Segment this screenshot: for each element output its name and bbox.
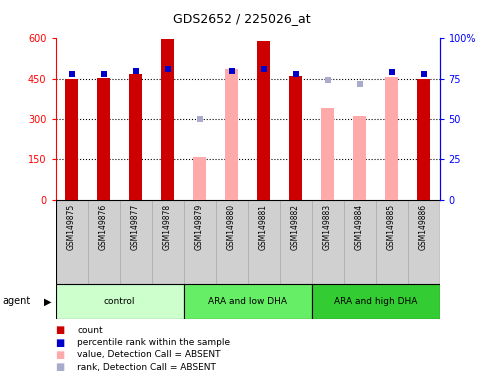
- FancyBboxPatch shape: [152, 200, 184, 284]
- Bar: [193, 157, 206, 200]
- Text: ■: ■: [56, 350, 65, 360]
- Text: control: control: [104, 297, 135, 306]
- Text: count: count: [77, 326, 103, 335]
- Text: ■: ■: [56, 362, 65, 372]
- Bar: [289, 76, 302, 200]
- FancyBboxPatch shape: [184, 200, 215, 284]
- Bar: [65, 79, 78, 200]
- FancyBboxPatch shape: [312, 284, 440, 319]
- FancyBboxPatch shape: [312, 200, 343, 284]
- FancyBboxPatch shape: [248, 200, 280, 284]
- Text: GSM149876: GSM149876: [99, 204, 108, 250]
- FancyBboxPatch shape: [184, 284, 312, 319]
- Text: ■: ■: [56, 338, 65, 348]
- Text: ARA and high DHA: ARA and high DHA: [334, 297, 417, 306]
- Text: GDS2652 / 225026_at: GDS2652 / 225026_at: [173, 12, 310, 25]
- Text: ▶: ▶: [43, 296, 51, 306]
- FancyBboxPatch shape: [120, 200, 152, 284]
- Bar: [257, 41, 270, 200]
- Text: GSM149885: GSM149885: [387, 204, 396, 250]
- Bar: [385, 76, 398, 200]
- Text: GSM149884: GSM149884: [355, 204, 364, 250]
- Text: GSM149881: GSM149881: [259, 204, 268, 250]
- FancyBboxPatch shape: [343, 200, 376, 284]
- FancyBboxPatch shape: [56, 200, 87, 284]
- Text: agent: agent: [2, 296, 30, 306]
- Text: percentile rank within the sample: percentile rank within the sample: [77, 338, 230, 347]
- Text: GSM149880: GSM149880: [227, 204, 236, 250]
- FancyBboxPatch shape: [280, 200, 312, 284]
- Bar: [321, 108, 334, 200]
- FancyBboxPatch shape: [87, 200, 120, 284]
- Bar: [161, 40, 174, 200]
- FancyBboxPatch shape: [408, 200, 440, 284]
- Text: GSM149883: GSM149883: [323, 204, 332, 250]
- Text: rank, Detection Call = ABSENT: rank, Detection Call = ABSENT: [77, 362, 216, 372]
- Text: ■: ■: [56, 325, 65, 335]
- Text: GSM149877: GSM149877: [131, 204, 140, 250]
- Bar: [97, 78, 110, 200]
- Bar: [225, 68, 238, 200]
- Bar: [353, 116, 366, 200]
- Text: GSM149886: GSM149886: [419, 204, 428, 250]
- Text: GSM149878: GSM149878: [163, 204, 172, 250]
- Bar: [129, 74, 142, 200]
- Text: GSM149879: GSM149879: [195, 204, 204, 250]
- FancyBboxPatch shape: [56, 284, 184, 319]
- Text: GSM149882: GSM149882: [291, 204, 300, 250]
- FancyBboxPatch shape: [215, 200, 248, 284]
- Text: ARA and low DHA: ARA and low DHA: [208, 297, 287, 306]
- Bar: [417, 79, 430, 200]
- Text: GSM149875: GSM149875: [67, 204, 76, 250]
- Text: value, Detection Call = ABSENT: value, Detection Call = ABSENT: [77, 350, 221, 359]
- FancyBboxPatch shape: [376, 200, 408, 284]
